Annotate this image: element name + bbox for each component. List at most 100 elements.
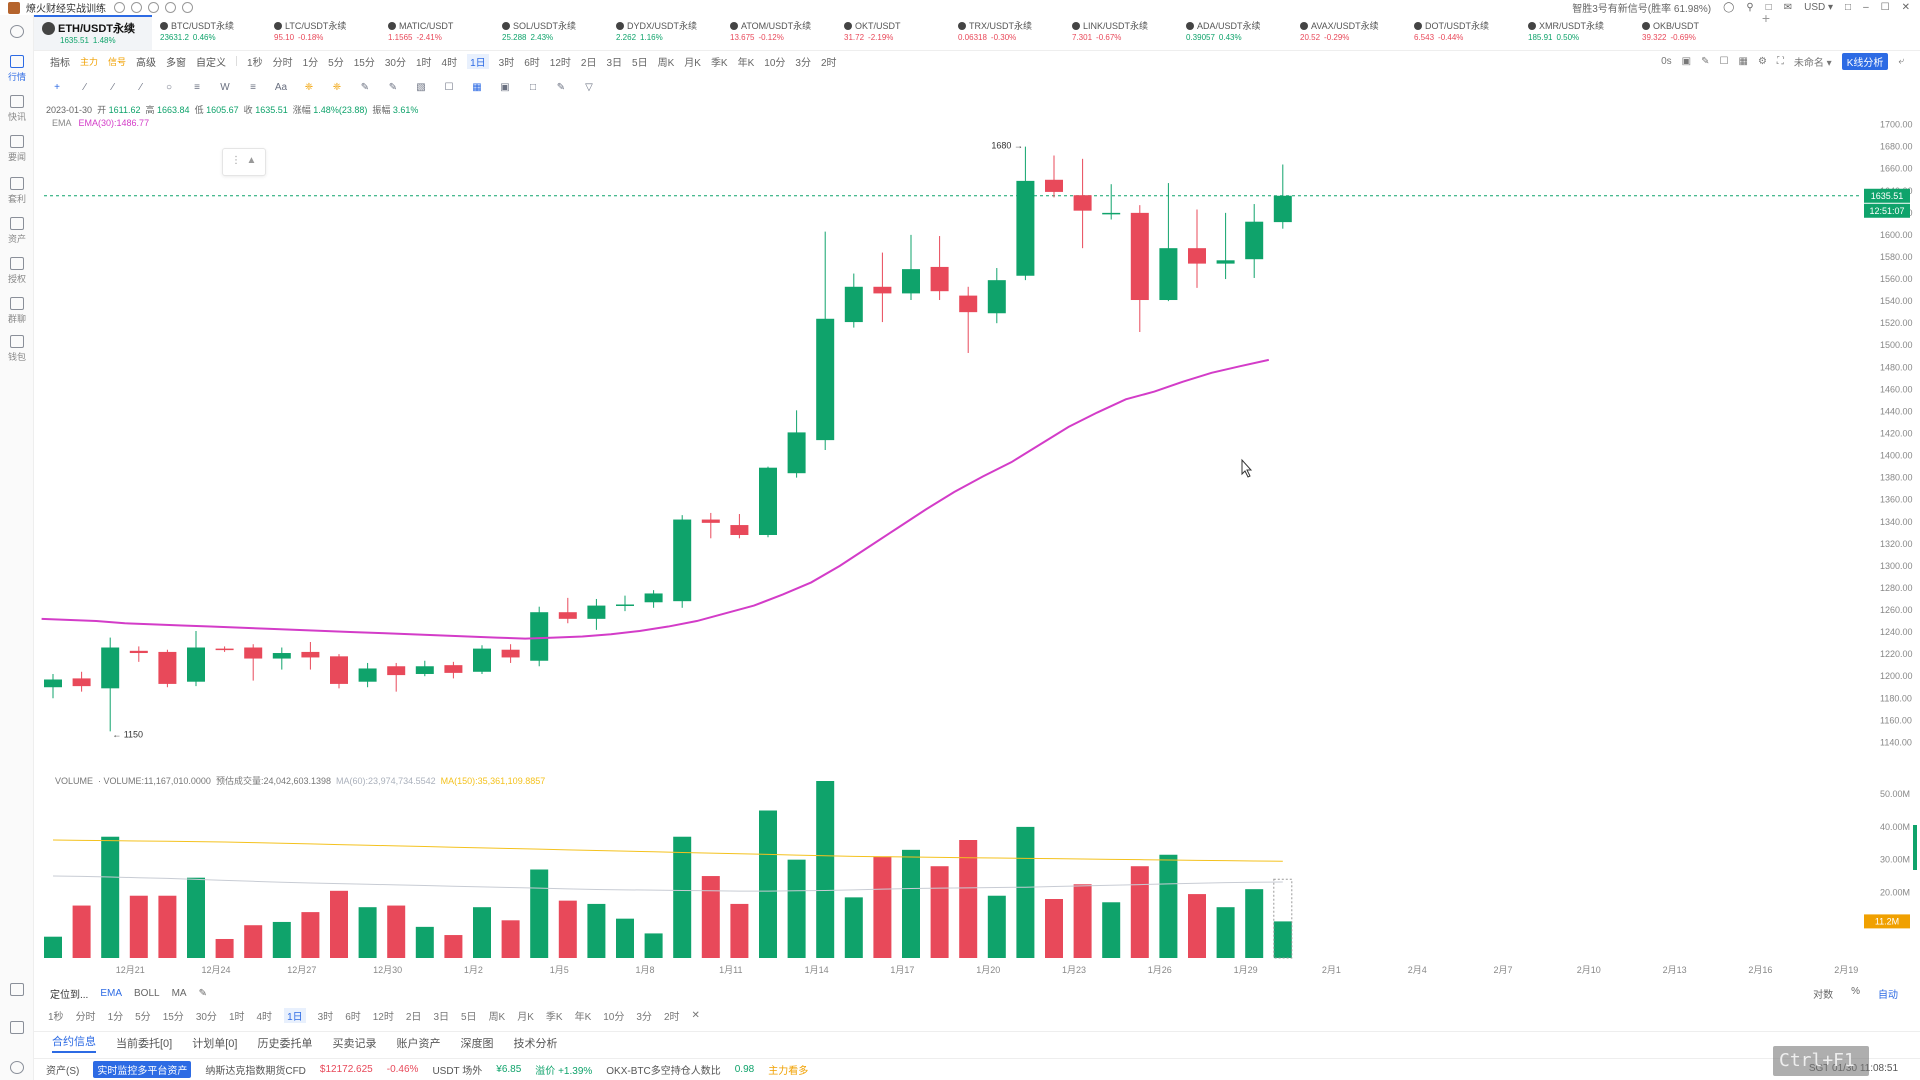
period-option[interactable]: 3时	[317, 1011, 334, 1023]
minimize-icon[interactable]: –	[1863, 2, 1869, 13]
channel-icon[interactable]: ⁄	[140, 82, 142, 93]
period-option[interactable]: 15分	[162, 1011, 184, 1023]
period-option[interactable]: 3分	[636, 1011, 652, 1023]
period-option[interactable]: 2日	[580, 57, 597, 69]
device-icon[interactable]	[0, 1021, 34, 1036]
sidebar-item-4[interactable]: 套利	[0, 177, 34, 205]
floating-toolbox[interactable]: ⋮ ▲	[222, 148, 266, 176]
period-option[interactable]: 4时	[256, 1011, 273, 1023]
search-icon[interactable]: ⚲	[1746, 2, 1754, 13]
tab-symbol[interactable]: ATOM/USDT永续 13.675 -0.12%	[722, 15, 836, 50]
close-circle-icon[interactable]	[148, 2, 159, 13]
fibonacci-icon[interactable]: ≡	[194, 82, 200, 93]
bottom-tab[interactable]: 深度图	[460, 1037, 494, 1050]
brush-icon[interactable]: ✎	[360, 82, 370, 93]
sidebar-item-8[interactable]: 钱包	[0, 335, 34, 363]
bottom-tab[interactable]: 计划单[0]	[192, 1037, 238, 1050]
record-icon[interactable]	[131, 2, 142, 13]
ruler-icon[interactable]: ≡	[250, 82, 256, 93]
period-option[interactable]: 1秒	[247, 57, 263, 69]
magnet-icon[interactable]: ❈	[304, 82, 314, 93]
period-option[interactable]: 30分	[384, 57, 406, 69]
period-option[interactable]: 1时	[415, 57, 432, 69]
indicator-boll[interactable]: BOLL	[134, 987, 160, 999]
help-icon[interactable]	[165, 2, 176, 13]
crosshair-icon[interactable]: +	[54, 82, 60, 93]
line-tool-icon[interactable]: ∕	[112, 82, 114, 93]
tab-symbol[interactable]: OKB/USDT 39.322 -0.69%	[1634, 15, 1748, 50]
period-option[interactable]: 6时	[524, 57, 540, 69]
eraser-icon[interactable]: ✎	[556, 82, 566, 93]
bottom-tab[interactable]: 买卖记录	[332, 1037, 377, 1050]
period-option[interactable]: 1日	[467, 53, 489, 69]
period-option[interactable]: 15分	[353, 57, 375, 69]
tab-symbol[interactable]: OKT/USDT 31.72 -2.19%	[836, 15, 950, 50]
period-option[interactable]: 5分	[328, 57, 344, 69]
period-option[interactable]: 1时	[228, 1011, 245, 1023]
period-option[interactable]: 季K	[545, 1011, 563, 1023]
shield-icon[interactable]	[0, 983, 34, 998]
advanced-button[interactable]: 高级	[136, 57, 157, 69]
period-option[interactable]: 3日	[433, 1011, 449, 1023]
tab-symbol[interactable]: AVAX/USDT永续 20.52 -0.29%	[1292, 15, 1406, 50]
period-option[interactable]: 2时	[663, 1011, 680, 1023]
bottom-tab[interactable]: 当前委托[0]	[116, 1037, 173, 1050]
sidebar-item-3[interactable]: 要闻	[0, 135, 34, 163]
tab-symbol[interactable]: LTC/USDT永续 95.10 -0.18%	[266, 15, 380, 50]
bottom-tab[interactable]: 合约信息	[52, 1033, 96, 1053]
close-icon[interactable]: ✕	[1901, 2, 1910, 13]
back-icon[interactable]	[114, 2, 125, 13]
assets-label[interactable]: 资产(S)	[46, 1066, 80, 1077]
kline-analysis-button[interactable]: K线分析	[1841, 53, 1889, 70]
tab-symbol[interactable]: ADA/USDT永续 0.39057 0.43%	[1178, 15, 1292, 50]
settings-icon[interactable]	[0, 1061, 34, 1076]
period-option[interactable]: 10分	[603, 1011, 625, 1023]
period-option[interactable]: 5分	[135, 1011, 151, 1023]
period-option[interactable]: 10分	[764, 57, 786, 69]
period-option[interactable]: 周K	[657, 57, 675, 69]
period-option[interactable]: 4时	[441, 57, 458, 69]
period-option[interactable]: 3分	[795, 57, 811, 69]
lock-icon[interactable]: ☐	[444, 82, 454, 93]
signal-button[interactable]: 信号	[108, 56, 127, 67]
filter-icon[interactable]: ▽	[585, 82, 593, 93]
highlighter-icon[interactable]: ✎	[388, 82, 398, 93]
layout-icon[interactable]: ▦	[1738, 56, 1748, 67]
period-option[interactable]: 1日	[284, 1007, 306, 1023]
share-icon[interactable]: ⤶	[1898, 56, 1904, 67]
indicator-ema[interactable]: EMA	[100, 987, 123, 999]
period-option[interactable]: 月K	[684, 57, 701, 69]
bookmark-icon[interactable]: ☐	[1719, 56, 1729, 67]
mail-icon[interactable]: ✉	[1783, 2, 1793, 13]
period-option[interactable]: 1分	[302, 57, 319, 69]
currency-select[interactable]: USD ▾	[1804, 2, 1834, 13]
maximize-icon[interactable]: ☐	[1880, 2, 1890, 13]
gear-icon[interactable]: ⚙	[1757, 56, 1767, 67]
period-option[interactable]: 30分	[195, 1011, 217, 1023]
period-option[interactable]: 5日	[632, 57, 648, 69]
sidebar-item-7[interactable]: 群聊	[0, 297, 34, 325]
bottom-tab[interactable]: 历史委托单	[257, 1037, 313, 1050]
visibility-icon[interactable]: ▦	[472, 82, 482, 93]
period-option[interactable]: 年K	[574, 1011, 592, 1023]
period-option[interactable]: 分时	[75, 1011, 96, 1023]
circle-icon[interactable]: ○	[165, 82, 173, 93]
clock-icon[interactable]	[182, 2, 193, 13]
period-option[interactable]: 3日	[606, 57, 623, 69]
signal-notice[interactable]: 智胜3号有新信号(胜率 61.98%)	[1572, 4, 1712, 15]
sidebar-item-5[interactable]: 资产	[0, 217, 34, 245]
ema-name[interactable]: EMA	[52, 118, 72, 128]
tab-symbol[interactable]: MATIC/USDT 1.1565 -2.41%	[380, 15, 494, 50]
period-option[interactable]: 3时	[498, 57, 515, 69]
tab-symbol[interactable]: ETH/USDT永续 1635.51 1.48%	[34, 15, 152, 50]
period-option[interactable]: 1分	[107, 1011, 124, 1023]
sidebar-item-home[interactable]	[0, 25, 34, 40]
period-option[interactable]: 12时	[549, 57, 571, 69]
auto-scale-button[interactable]: 自动	[1878, 990, 1898, 1001]
tab-symbol[interactable]: LINK/USDT永续 7.301 -0.67%	[1064, 15, 1178, 50]
pen-icon[interactable]: ✎	[1701, 56, 1710, 67]
wave-icon[interactable]: W	[220, 82, 230, 93]
layout-name-select[interactable]: 未命名 ▾	[1793, 58, 1832, 69]
trash-icon[interactable]: □	[529, 82, 537, 93]
period-option[interactable]: 12时	[372, 1011, 394, 1023]
